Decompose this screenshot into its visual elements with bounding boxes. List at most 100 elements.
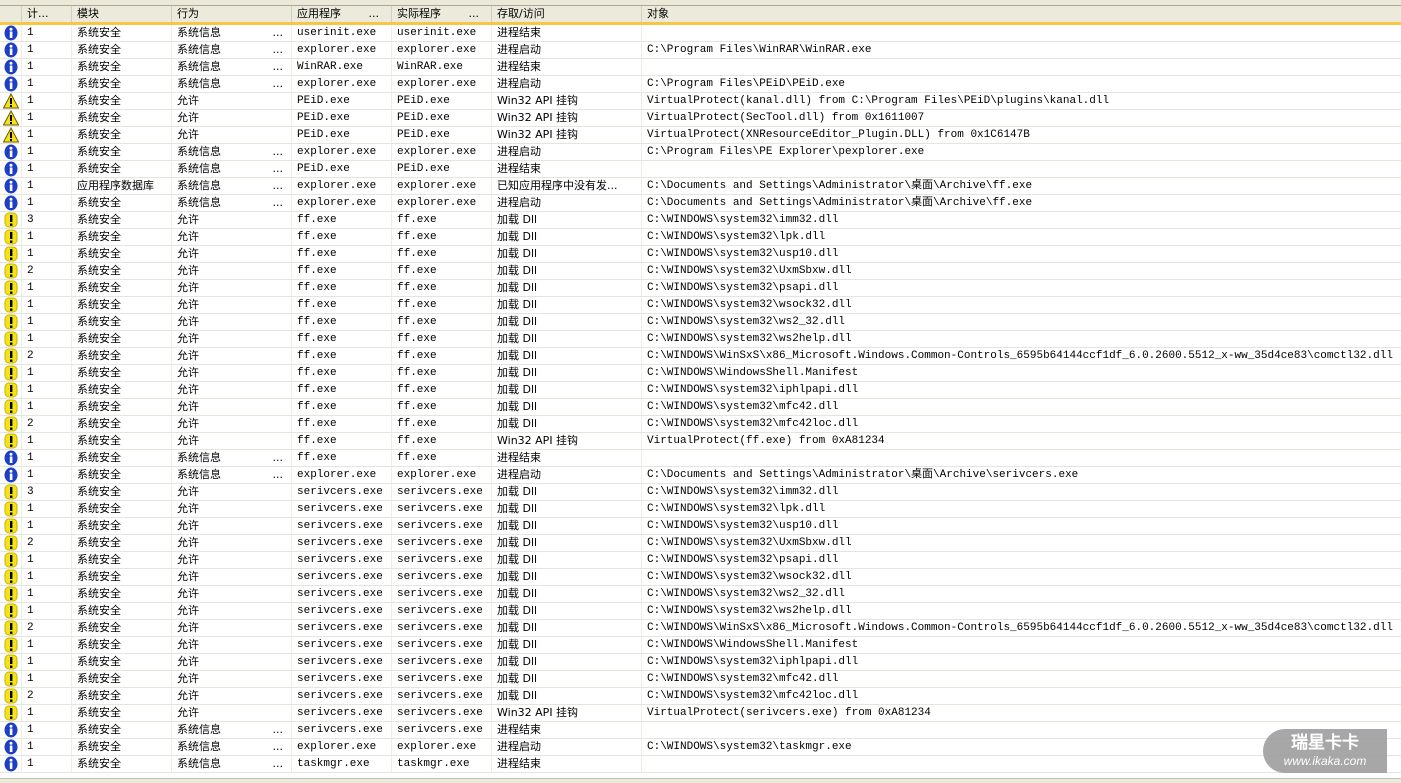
info-icon (4, 178, 18, 194)
table-row[interactable]: 2 系统安全 允许 ff.exe ff.exe 加载 Dll C:\WINDOWS\syst… (0, 263, 1401, 280)
table-row[interactable]: 1 系统安全 系统信息... explorer.exe explorer.exe 进程启动… (0, 42, 1401, 59)
exclamation-icon (4, 501, 18, 517)
cell-action: 系统信息... (172, 195, 292, 211)
table-row[interactable]: 1 系统安全 允许 PEiD.exe PEiD.exe Win32 API 挂钩 Virtu… (0, 127, 1401, 144)
cell-count: 1 (22, 59, 72, 75)
table-row[interactable]: 1 系统安全 允许 serivcers.exe serivcers.exe Win32 A… (0, 705, 1401, 722)
table-row[interactable]: 1 系统安全 允许 serivcers.exe serivcers.exe 加载 Dll C… (0, 518, 1401, 535)
table-row[interactable]: 2 系统安全 允许 ff.exe ff.exe 加载 Dll C:\WINDOWS\WinS… (0, 348, 1401, 365)
cell-action: 允许 (172, 688, 292, 704)
table-row[interactable]: 1 系统安全 系统信息... taskmgr.exe taskmgr.exe 进程结束 (0, 756, 1401, 773)
cell-text: 1 (27, 163, 34, 175)
table-row[interactable]: 1 系统安全 允许 PEiD.exe PEiD.exe Win32 API 挂钩 Virtu… (0, 110, 1401, 127)
table-row[interactable]: 1 系统安全 允许 ff.exe ff.exe Win32 API 挂钩 VirtualPr… (0, 433, 1401, 450)
table-row[interactable]: 2 系统安全 允许 serivcers.exe serivcers.exe 加载 Dll C… (0, 688, 1401, 705)
table-row[interactable]: 1 系统安全 允许 serivcers.exe serivcers.exe 加载 Dll C… (0, 654, 1401, 671)
cell-text: serivcers.exe (397, 554, 483, 566)
exclamation-icon (4, 331, 18, 347)
cell-text: C:\WINDOWS\system32\mfc42.dll (647, 401, 839, 413)
table-row[interactable]: 2 系统安全 允许 ff.exe ff.exe 加载 Dll C:\WINDOWS\syst… (0, 416, 1401, 433)
cell-object: C:\WINDOWS\WindowsShell.Manifest (642, 637, 1401, 653)
table-row[interactable]: 1 系统安全 允许 ff.exe ff.exe 加载 Dll C:\WINDOWS\syst… (0, 382, 1401, 399)
cell-action: 系统信息... (172, 722, 292, 738)
column-header-icon[interactable] (0, 6, 22, 22)
cell-text: VirtualProtect(ff.exe) from 0xA81234 (647, 435, 885, 447)
cell-text: explorer.exe (297, 78, 377, 90)
column-header-access[interactable]: 存取/访问 (492, 6, 642, 22)
cell-icon (0, 365, 22, 381)
table-row[interactable]: 1 系统安全 系统信息... serivcers.exe serivcers.exe 进程… (0, 722, 1401, 739)
cell-text: 加载 Dll (497, 570, 538, 583)
table-row[interactable]: 1 系统安全 系统信息... explorer.exe explorer.exe 进程启动… (0, 739, 1401, 756)
cell-module: 系统安全 (72, 518, 172, 534)
cell-text: C:\WINDOWS\system32\usp10.dll (647, 248, 839, 260)
cell-actual-program: explorer.exe (392, 195, 492, 211)
cell-icon (0, 705, 22, 721)
table-row[interactable]: 1 系统安全 允许 serivcers.exe serivcers.exe 加载 Dll C… (0, 501, 1401, 518)
cell-action: 系统信息... (172, 59, 292, 75)
table-row[interactable]: 3 系统安全 允许 ff.exe ff.exe 加载 Dll C:\WINDOWS\syst… (0, 212, 1401, 229)
table-row[interactable]: 1 系统安全 系统信息... explorer.exe explorer.exe 进程启动… (0, 195, 1401, 212)
cell-text: 加载 Dll (497, 587, 538, 600)
cell-text: 允许 (177, 281, 199, 294)
table-row[interactable]: 1 系统安全 系统信息... ff.exe ff.exe 进程结束 (0, 450, 1401, 467)
table-row[interactable]: 1 系统安全 允许 ff.exe ff.exe 加载 Dll C:\WINDOWS\syst… (0, 246, 1401, 263)
table-row[interactable]: 1 系统安全 系统信息... explorer.exe explorer.exe 进程启动… (0, 144, 1401, 161)
table-row[interactable]: 1 系统安全 允许 serivcers.exe serivcers.exe 加载 Dll C… (0, 603, 1401, 620)
table-row[interactable]: 1 系统安全 允许 serivcers.exe serivcers.exe 加载 Dll C… (0, 671, 1401, 688)
cell-text: serivcers.exe (297, 571, 383, 583)
cell-text: 1 (27, 401, 34, 413)
cell-icon (0, 433, 22, 449)
table-row[interactable]: 2 系统安全 允许 serivcers.exe serivcers.exe 加载 Dll C… (0, 620, 1401, 637)
cell-count: 1 (22, 331, 72, 347)
column-header-count[interactable]: 计... (22, 6, 72, 22)
column-header-actual-program[interactable]: 实际程序... (392, 6, 492, 22)
cell-text: 系统安全 (77, 60, 121, 73)
cell-text: 允许 (177, 604, 199, 617)
cell-module: 系统安全 (72, 42, 172, 58)
cell-text: ff.exe (297, 333, 337, 345)
table-row[interactable]: 1 系统安全 允许 ff.exe ff.exe 加载 Dll C:\WINDOWS\syst… (0, 297, 1401, 314)
cell-actual-program: ff.exe (392, 450, 492, 466)
table-row[interactable]: 3 系统安全 允许 serivcers.exe serivcers.exe 加载 Dll C… (0, 484, 1401, 501)
table-row[interactable]: 1 应用程序数据库 系统信息... explorer.exe explorer.exe 已… (0, 178, 1401, 195)
cell-text: 系统安全 (77, 247, 121, 260)
table-row[interactable]: 1 系统安全 允许 ff.exe ff.exe 加载 Dll C:\WINDOWS\syst… (0, 399, 1401, 416)
table-row[interactable]: 1 系统安全 允许 serivcers.exe serivcers.exe 加载 Dll C… (0, 637, 1401, 654)
cell-access: 加载 Dll (492, 246, 642, 262)
cell-text: ff.exe (397, 265, 437, 277)
cell-action: 系统信息... (172, 42, 292, 58)
table-row[interactable]: 1 系统安全 系统信息... PEiD.exe PEiD.exe 进程结束 (0, 161, 1401, 178)
table-row[interactable]: 1 系统安全 系统信息... userinit.exe userinit.exe 进程结束 (0, 25, 1401, 42)
table-row[interactable]: 1 系统安全 允许 ff.exe ff.exe 加载 Dll C:\WINDOWS\syst… (0, 331, 1401, 348)
cell-text: 1 (27, 112, 34, 124)
table-row[interactable]: 1 系统安全 允许 ff.exe ff.exe 加载 Dll C:\WINDOWS\syst… (0, 229, 1401, 246)
column-header-action[interactable]: 行为 (172, 6, 292, 22)
horizontal-scrollbar[interactable] (0, 778, 1401, 783)
cell-action: 允许 (172, 382, 292, 398)
column-header-module[interactable]: 模块 (72, 6, 172, 22)
cell-text: 允许 (177, 264, 199, 277)
cell-text: 系统安全 (77, 553, 121, 566)
table-row[interactable]: 1 系统安全 允许 ff.exe ff.exe 加载 Dll C:\WINDOWS\syst… (0, 314, 1401, 331)
table-row[interactable]: 1 系统安全 允许 serivcers.exe serivcers.exe 加载 Dll C… (0, 586, 1401, 603)
cell-module: 系统安全 (72, 127, 172, 143)
table-row[interactable]: 1 系统安全 允许 PEiD.exe PEiD.exe Win32 API 挂钩 Virtu… (0, 93, 1401, 110)
table-row[interactable]: 2 系统安全 允许 serivcers.exe serivcers.exe 加载 Dll C… (0, 535, 1401, 552)
table-row[interactable]: 1 系统安全 系统信息... WinRAR.exe WinRAR.exe 进程结束 (0, 59, 1401, 76)
table-row[interactable]: 1 系统安全 允许 serivcers.exe serivcers.exe 加载 Dll C… (0, 552, 1401, 569)
cell-text: 系统安全 (77, 366, 121, 379)
cell-icon (0, 688, 22, 704)
column-header-object[interactable]: 对象 (647, 7, 669, 20)
table-row[interactable]: 1 系统安全 系统信息... explorer.exe explorer.exe 进程启动… (0, 76, 1401, 93)
cell-text: ff.exe (397, 452, 437, 464)
table-row[interactable]: 1 系统安全 系统信息... explorer.exe explorer.exe 进程启动… (0, 467, 1401, 484)
cell-text: serivcers.exe (397, 724, 483, 736)
table-row[interactable]: 1 系统安全 允许 ff.exe ff.exe 加载 Dll C:\WINDOWS\Wind… (0, 365, 1401, 382)
cell-text: 允许 (177, 638, 199, 651)
table-row[interactable]: 1 系统安全 允许 serivcers.exe serivcers.exe 加载 Dll C… (0, 569, 1401, 586)
column-header-application[interactable]: 应用程序... (292, 6, 392, 22)
cell-object (642, 450, 1401, 466)
table-row[interactable]: 1 系统安全 允许 ff.exe ff.exe 加载 Dll C:\WINDOWS\syst… (0, 280, 1401, 297)
more-indicator: ... (272, 179, 284, 192)
